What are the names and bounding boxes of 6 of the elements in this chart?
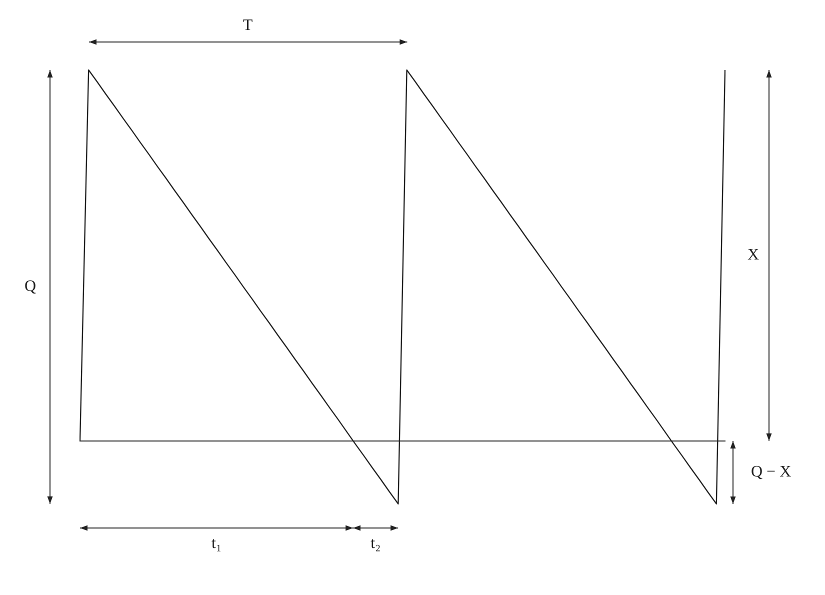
text: t₂	[370, 535, 381, 552]
text: t₁	[212, 535, 222, 552]
text: X	[747, 246, 760, 264]
text: T	[242, 17, 253, 34]
text: Q − X	[751, 464, 792, 481]
text: Q	[24, 278, 36, 296]
